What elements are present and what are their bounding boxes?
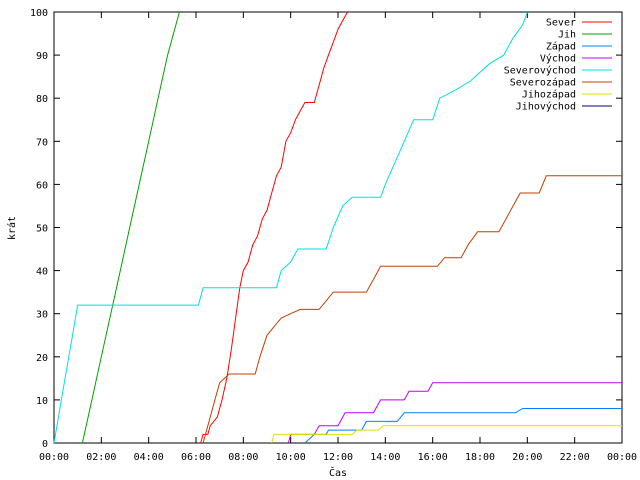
x-axis-label: Čas — [329, 466, 347, 479]
legend-label: Jihozápad — [522, 89, 576, 101]
legend-label: Severozápad — [510, 77, 576, 89]
y-tick-label: 40 — [36, 267, 48, 278]
legend-label: Východ — [540, 53, 576, 65]
legend: SeverJihZápadVýchodSeverovýchodSeverozáp… — [504, 18, 612, 113]
y-axis-ticks: 0 10 20 30 40 50 60 70 80 90 100 — [30, 8, 622, 450]
y-tick-label: 90 — [36, 51, 48, 62]
series-line-severovýchod — [53, 11, 528, 444]
x-tick-label: 10:00 — [276, 452, 306, 463]
legend-label: Jih — [558, 30, 576, 41]
series-line-jih — [81, 11, 180, 444]
x-tick-label: 00:00 — [607, 452, 637, 463]
y-tick-label: 20 — [36, 353, 48, 364]
y-tick-label: 10 — [36, 396, 48, 407]
series-line-sever — [200, 11, 348, 444]
x-tick-label: 00:00 — [39, 452, 69, 463]
y-tick-label: 60 — [36, 180, 48, 191]
series-line-severozápad — [202, 175, 622, 444]
x-tick-label: 22:00 — [560, 452, 590, 463]
y-axis-label: krát — [6, 216, 18, 240]
series-line-jihozápad — [271, 425, 622, 444]
y-tick-label: 100 — [30, 8, 48, 19]
series-lines — [53, 11, 622, 444]
series-line-západ — [304, 408, 622, 444]
x-tick-label: 02:00 — [86, 452, 116, 463]
legend-label: Severovýchod — [504, 65, 576, 77]
legend-label: Západ — [546, 41, 576, 53]
x-tick-label: 20:00 — [512, 452, 542, 463]
y-tick-label: 70 — [36, 137, 48, 148]
y-tick-label: 30 — [36, 310, 48, 321]
y-tick-label: 0 — [42, 439, 48, 450]
x-tick-label: 06:00 — [181, 452, 211, 463]
x-tick-label: 14:00 — [370, 452, 400, 463]
x-tick-label: 16:00 — [418, 452, 448, 463]
x-tick-label: 18:00 — [465, 452, 495, 463]
legend-label: Jihovýchod — [516, 101, 576, 113]
x-axis-ticks: 00:00 02:00 04:00 06:00 08:00 10:00 12:00 14:00… — [39, 12, 637, 463]
x-tick-label: 04:00 — [134, 452, 164, 463]
y-tick-label: 80 — [36, 94, 48, 105]
x-tick-label: 08:00 — [228, 452, 258, 463]
y-tick-label: 50 — [36, 224, 48, 235]
legend-label: Sever — [546, 18, 576, 29]
x-tick-label: 12:00 — [323, 452, 353, 463]
